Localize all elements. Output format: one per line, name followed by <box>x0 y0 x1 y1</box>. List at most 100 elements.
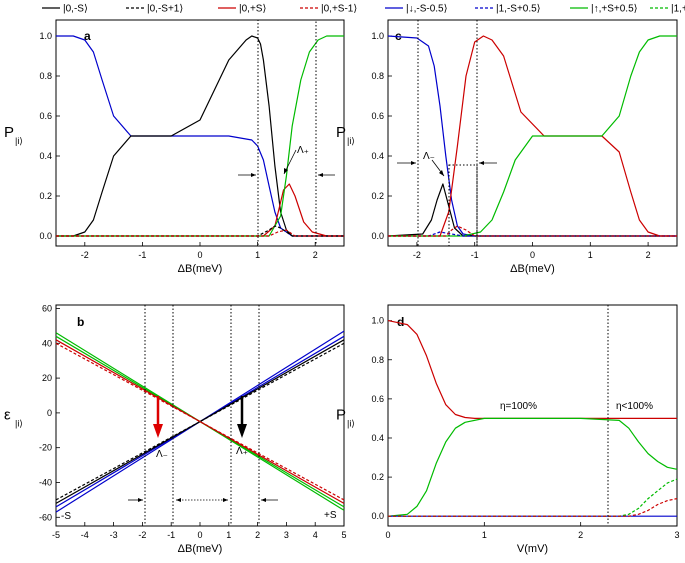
panel-d-label: d <box>397 315 404 329</box>
y-tick-label: -60 <box>39 512 52 522</box>
y-axis-subscript: |i⟩ <box>347 136 355 146</box>
x-tick-label: -2 <box>138 530 146 540</box>
panel-d: d 0 1 2 3 0.0 0.2 0.4 0.6 0.8 1.0 η=100% η<100% V… <box>336 304 680 555</box>
x-axis-label: V(mV) <box>517 543 548 555</box>
panel-a-lambda-arrowhead <box>284 168 288 174</box>
y-tick-label: 0.2 <box>371 191 384 201</box>
x-tick-label: 1 <box>226 530 231 540</box>
panel-b-black-arrowhead <box>237 424 247 438</box>
x-tick-label: -2 <box>81 250 89 260</box>
panel-a-label: a <box>84 29 91 43</box>
y-tick-label: 40 <box>42 338 52 348</box>
x-tick-label: -1 <box>471 250 479 260</box>
panel-c-arrowhead-right <box>479 161 484 165</box>
y-axis-label: P <box>4 124 14 141</box>
panel-a: a -2 -1 0 1 20.00.20.40.60.81.0 Λ₊ ΔB(meV)P |… <box>4 19 345 275</box>
x-axis-label: ΔB(meV) <box>178 543 223 555</box>
x-tick-label: 3 <box>674 530 679 540</box>
y-tick-label: 0.4 <box>39 151 52 161</box>
x-tick-label: -4 <box>81 530 89 540</box>
x-tick-label: 1 <box>588 250 593 260</box>
y-axis-subscript: |i⟩ <box>15 419 23 429</box>
legend-label: |1,+S-0.5⟩ <box>671 4 685 15</box>
x-tick-label: 0 <box>530 250 535 260</box>
y-tick-label: 0.6 <box>371 394 384 404</box>
x-tick-label: -1 <box>138 250 146 260</box>
series-line <box>56 225 344 237</box>
panel-c-lambda-label: Λ₋ <box>423 151 435 162</box>
series-line <box>387 183 677 237</box>
series-line <box>56 35 344 237</box>
y-tick-label: 0.2 <box>39 191 52 201</box>
y-axis-subscript: |i⟩ <box>15 136 23 146</box>
x-tick-label: 0 <box>197 530 202 540</box>
panel-a-lambda-label: Λ₊ <box>297 145 309 156</box>
x-axis-label: ΔB(meV) <box>510 263 555 275</box>
series-line <box>56 229 344 237</box>
y-tick-label: -40 <box>39 477 52 487</box>
series-line <box>388 478 678 517</box>
panel-b-span-arrowhead-r <box>223 498 228 502</box>
panel-d-frame <box>387 304 678 527</box>
panel-b-frame <box>55 304 345 527</box>
y-tick-label: 0.6 <box>371 111 384 121</box>
panel-b-minus-s: -S <box>61 511 71 522</box>
panel-b: b -5 -4 -3 -2 -1 0 1 2 3 4 5 -60 -40 -20 0 20 40 60 Λ₋ Λ₊… <box>4 303 347 555</box>
legend-label: |1,-S+0.5⟩ <box>496 4 541 15</box>
x-tick-label: 1 <box>255 250 260 260</box>
y-tick-label: 0.6 <box>39 111 52 121</box>
legend-label: |0,-S+1⟩ <box>147 4 183 15</box>
panel-a-arrowhead-left <box>251 173 256 177</box>
series-line <box>387 417 678 517</box>
panel-b-arrowhead-2 <box>261 498 266 502</box>
panel-c: c -2 -1 0 1 2 0.0 0.2 0.4 0.6 0.8 1.0 Λ₋ ΔB(meV) P |… <box>336 19 678 275</box>
legend-label: |0,-S⟩ <box>63 4 88 15</box>
y-tick-label: 0.0 <box>371 511 384 521</box>
panel-c-arrowhead-left <box>411 161 416 165</box>
series-line <box>388 35 677 237</box>
y-tick-label: 0.0 <box>371 231 384 241</box>
panel-d-eta-partial: η<100% <box>616 401 653 412</box>
y-tick-label: 0.4 <box>371 151 384 161</box>
series-line <box>388 35 677 237</box>
x-tick-label: -1 <box>167 530 175 540</box>
panel-b-label: b <box>77 315 84 329</box>
legend-label: |0,+S-1⟩ <box>321 4 357 15</box>
y-tick-label: 0.0 <box>39 231 52 241</box>
y-tick-label: 0.8 <box>371 355 384 365</box>
y-axis-subscript: |i⟩ <box>347 419 355 429</box>
x-tick-label: 0 <box>197 250 202 260</box>
x-tick-label: 2 <box>313 250 318 260</box>
y-tick-label: 0.8 <box>371 71 384 81</box>
panel-b-arrowhead-1 <box>138 498 143 502</box>
y-axis-label: ε <box>4 407 11 424</box>
legend-label: |0,+S⟩ <box>239 4 266 15</box>
panel-a-window <box>257 19 317 247</box>
series-line <box>388 498 678 517</box>
x-tick-label: 2 <box>578 530 583 540</box>
panel-d-eta-full: η=100% <box>500 401 537 412</box>
series-line <box>56 183 344 237</box>
x-tick-label: 2 <box>646 250 651 260</box>
y-tick-label: 1.0 <box>371 31 384 41</box>
panel-c-label: c <box>395 29 402 43</box>
series-line <box>388 225 677 237</box>
x-tick-label: 1 <box>482 530 487 540</box>
y-axis-label: P <box>336 124 346 141</box>
panel-b-lambda-plus: Λ₊ <box>236 446 248 457</box>
y-tick-label: -20 <box>39 443 52 453</box>
legend-label: |↓,-S-0.5⟩ <box>406 4 448 15</box>
legend: |0,-S⟩ |0,-S+1⟩ |0,+S⟩ |0,+S-1⟩ |↓,-S-0.5⟩ |1… <box>42 4 685 15</box>
panel-b-plus-s: +S <box>324 510 337 521</box>
x-tick-label: 4 <box>313 530 318 540</box>
y-tick-label: 1.0 <box>39 31 52 41</box>
y-tick-label: 0.4 <box>371 433 384 443</box>
x-tick-label: 0 <box>385 530 390 540</box>
panel-b-span-arrowhead-l <box>176 498 181 502</box>
y-tick-label: 0 <box>47 408 52 418</box>
y-tick-label: 0.8 <box>39 71 52 81</box>
y-tick-label: 20 <box>42 373 52 383</box>
legend-label: |↑,+S+0.5⟩ <box>591 4 638 15</box>
series-line <box>55 339 345 504</box>
